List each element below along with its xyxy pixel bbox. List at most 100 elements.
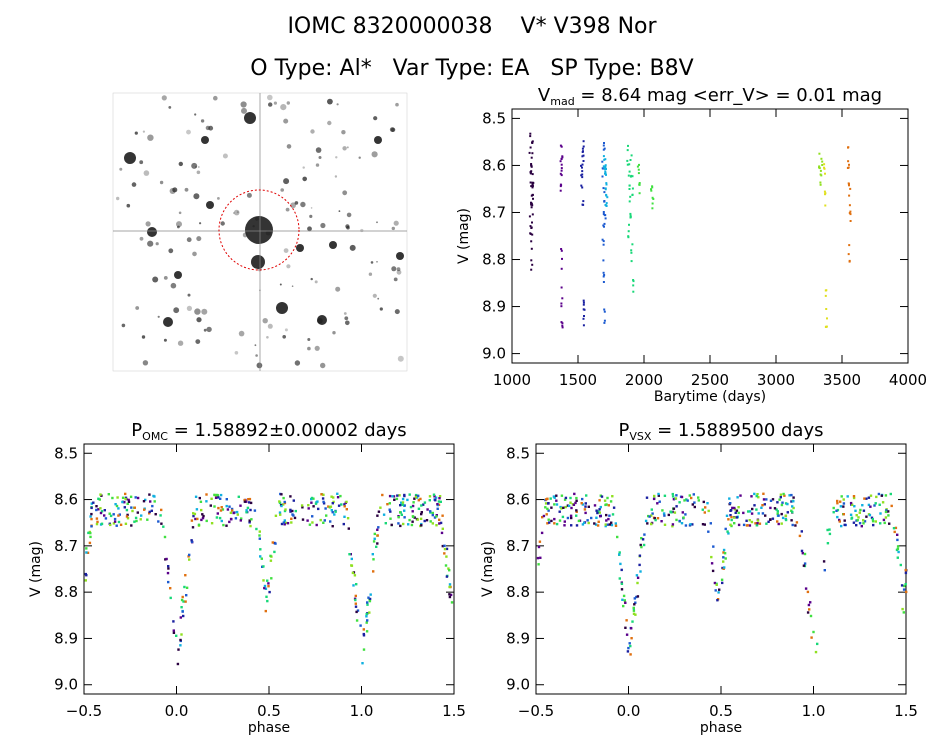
data-point [810,636,813,639]
data-point [448,585,451,589]
star-blob [192,251,197,257]
data-point [431,511,434,515]
data-point [628,223,630,226]
data-point [560,163,563,166]
data-point [531,193,534,196]
data-point [569,514,573,517]
data-point [388,494,392,498]
data-point [638,554,642,557]
data-point [628,170,631,173]
data-point [339,494,342,498]
data-point [445,575,449,578]
data-point [129,495,133,498]
plot-title: POMC = 1.58892±0.00002 days [131,420,406,443]
star-blob [147,134,154,141]
data-point [756,493,759,496]
data-point [631,193,634,196]
data-point [627,235,630,238]
data-point [754,522,757,525]
data-point [403,509,406,512]
data-point [411,520,414,523]
data-point [904,583,907,586]
data-point [722,560,725,563]
data-point [602,243,605,246]
data-point [350,557,353,561]
data-point [737,511,740,515]
data-point [761,504,764,507]
data-point [282,503,285,506]
data-point [190,539,193,542]
data-point [849,220,852,222]
star-blob [246,192,252,198]
data-point [651,202,654,205]
star-blob [318,156,322,159]
data-point [201,513,204,516]
data-point [632,606,635,610]
data-point [651,185,654,188]
data-point [581,147,584,150]
data-point [390,523,393,527]
data-point [126,517,130,520]
data-point [396,494,399,497]
data-point [443,552,446,555]
data-point [88,541,92,545]
data-point [537,545,541,549]
data-point [331,511,334,514]
data-point [249,501,253,505]
data-point [672,498,676,501]
data-point [555,494,558,497]
data-point [632,612,636,615]
data-point [89,535,92,539]
data-point [791,523,794,527]
data-point [792,506,795,510]
star-blob [238,330,245,337]
data-point [201,516,205,520]
data-point [867,503,871,507]
star-blob [145,221,151,227]
data-point [559,183,562,186]
data-point [849,501,853,505]
data-point [423,501,427,504]
data-point [762,492,765,495]
data-point [148,512,151,515]
data-point [560,305,563,308]
chart-title-line2: O Type: Al* Var Type: EA SP Type: B8V [250,56,694,81]
data-point [792,496,795,499]
data-point [282,496,285,500]
data-point [691,503,694,506]
data-point [563,498,567,501]
data-point [604,214,607,217]
data-point [671,523,675,526]
data-point [905,590,908,594]
data-point [420,504,423,507]
star-blob [201,136,209,144]
star-blob [300,201,306,208]
x-tick-label: 0.0 [617,702,641,720]
data-point [90,517,93,521]
data-point [369,593,372,596]
data-point [400,513,403,516]
data-point [342,522,345,526]
data-point [780,522,783,525]
data-point [603,319,606,322]
star-blob [302,166,305,169]
data-point [697,496,700,499]
star-blob [346,225,350,230]
data-point [769,506,772,510]
data-point [632,280,635,283]
star-blob [208,125,214,131]
data-point [890,504,893,508]
star-blob [320,222,326,229]
data-point [581,497,584,501]
data-point [581,163,584,166]
data-point [414,493,418,497]
data-point [727,518,730,521]
y-tick-label: 8.8 [506,583,530,601]
data-point [218,516,222,520]
star-blob [372,293,377,298]
data-point [836,502,839,505]
data-point [627,646,630,650]
data-point [641,538,645,541]
data-point [85,574,88,577]
data-point [434,496,438,499]
